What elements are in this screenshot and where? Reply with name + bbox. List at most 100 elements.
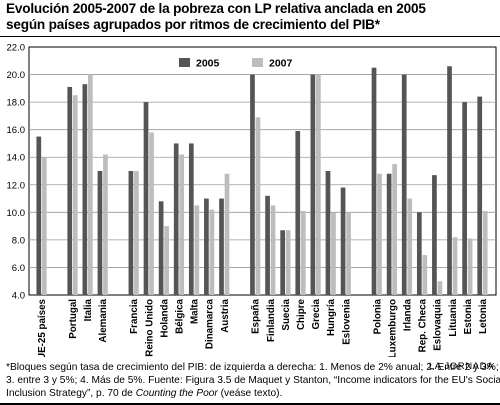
footnote-line-3-start: Inclusion Strategy”, p. 70 de <box>6 388 136 399</box>
bar-2005 <box>477 96 483 295</box>
legend-swatch-2005 <box>179 58 190 67</box>
bar-2007 <box>88 74 93 295</box>
bar-2005 <box>416 212 422 295</box>
bar-2005 <box>340 187 346 295</box>
y-tick-label: 4.0 <box>12 291 25 302</box>
y-tick-label: 8.0 <box>12 235 25 246</box>
bar-2007 <box>452 237 458 295</box>
bar-2005 <box>173 143 179 295</box>
x-tick-label: Reino Unido <box>144 299 155 357</box>
y-tick-label: 22.0 <box>7 43 26 54</box>
bar-2005 <box>188 143 194 295</box>
x-tick-label: Malta <box>190 298 201 324</box>
bar-2007 <box>467 238 473 295</box>
x-tick-label: Austria <box>220 298 231 332</box>
x-tick-label: Eslovenia <box>341 298 352 344</box>
y-tick-label: 20.0 <box>7 70 26 81</box>
bottom-divider <box>0 403 500 405</box>
bar-2007 <box>422 255 428 295</box>
chart-title: Evolución 2005-2007 de la pobreza con LP… <box>6 1 426 16</box>
bar-2005 <box>386 173 392 295</box>
x-tick-label: España <box>251 298 262 333</box>
bar-2005 <box>295 131 301 295</box>
x-tick-label: Irlanda <box>402 298 413 331</box>
footnote-line-3-end: (veáse texto). <box>217 388 283 399</box>
y-tick-label: 14.0 <box>7 153 26 164</box>
x-tick-label: Dinamarca <box>205 298 216 349</box>
x-tick-label: Italia <box>83 298 94 321</box>
bar-2007 <box>482 210 488 295</box>
bar-2007 <box>285 230 291 295</box>
bar-2005 <box>447 66 452 295</box>
bar-2007 <box>270 205 276 295</box>
bar-chart: 4.0 6.0 8.0 10.0 12.0 14.0 16.0 18.0 20.0 22.0 UE-… <box>7 43 497 357</box>
bar-2005 <box>158 201 164 295</box>
x-tick-label: Portugal <box>68 299 79 339</box>
legend-swatch-2007 <box>252 58 263 67</box>
x-tick-label: Francia <box>129 298 140 333</box>
bar-2007 <box>164 226 169 295</box>
bar-2005 <box>310 74 316 295</box>
x-tick-label: Polonia <box>372 298 383 334</box>
x-tick-label: Alemania <box>98 298 109 342</box>
source-credit: LA JORNADA <box>428 361 494 372</box>
bar-2007 <box>209 209 215 295</box>
footnote-line-1: *Bloques según tasa de crecimiento del P… <box>6 362 499 373</box>
x-tick-label: Letonia <box>478 298 489 333</box>
x-tick-label: Rep. Checa <box>418 298 429 352</box>
bar-2007 <box>255 117 261 296</box>
y-tick-label: 18.0 <box>7 98 26 109</box>
bar-2005 <box>250 74 255 295</box>
bar-2007 <box>407 198 413 295</box>
bar-2007 <box>300 210 306 295</box>
chart-subtitle: según países agrupados por ritmos de cre… <box>6 17 380 32</box>
bar-2007 <box>194 205 200 295</box>
y-tick-label: 10.0 <box>7 208 26 219</box>
bar-2007 <box>149 132 154 295</box>
bar-2005 <box>128 171 134 295</box>
bar-2007 <box>437 281 443 295</box>
bar-2005 <box>371 67 377 295</box>
bar-2005 <box>280 230 286 295</box>
bar-2007 <box>346 212 351 295</box>
x-tick-label: Eslovaquia <box>433 298 444 350</box>
bar-2005 <box>204 198 209 295</box>
x-tick-label: Chipre <box>296 298 307 330</box>
book-title: Counting the Poor <box>135 388 218 399</box>
x-tick-label: Holanda <box>159 298 170 337</box>
bar-2007 <box>331 212 336 295</box>
x-tick-label: Estonia <box>463 298 474 334</box>
bar-2007 <box>41 157 47 295</box>
bar-2007 <box>103 154 108 295</box>
bar-2007 <box>224 173 230 295</box>
x-tick-label: Bélgica <box>174 298 185 333</box>
bar-2005 <box>401 74 407 295</box>
bar-2005 <box>82 84 88 295</box>
x-tick-label: UE-25 países <box>37 298 48 357</box>
bar-2005 <box>143 102 149 295</box>
bar-2005 <box>432 175 437 295</box>
x-tick-label: Luxemburgo <box>387 299 398 357</box>
bar-2007 <box>377 173 382 295</box>
footnote: *Bloques según tasa de crecimiento del P… <box>6 361 500 400</box>
bar-2005 <box>219 198 224 295</box>
bar-2005 <box>36 136 42 295</box>
bar-2007 <box>72 95 78 295</box>
bar-2007 <box>134 171 139 295</box>
bar-2007 <box>316 74 321 295</box>
bar-2005 <box>462 102 467 295</box>
x-tick-label: Suecia <box>281 298 292 330</box>
bar-2005 <box>97 171 103 295</box>
bar-2007 <box>179 154 185 295</box>
y-tick-label: 16.0 <box>7 125 26 136</box>
x-tick-label: Grecia <box>311 298 322 329</box>
bar-2005 <box>265 195 270 295</box>
footnote-line-2: 3. entre 3 y 5%; 4. Más de 5%. Fuente: F… <box>6 375 500 386</box>
legend-label-2007: 2007 <box>269 58 293 70</box>
x-tick-label: Lituania <box>448 298 459 336</box>
bar-2005 <box>67 86 73 296</box>
title-divider <box>0 36 500 37</box>
bar-2007 <box>392 164 397 295</box>
y-tick-label: 6.0 <box>12 263 25 274</box>
x-tick-label: Finlandia <box>266 298 277 342</box>
